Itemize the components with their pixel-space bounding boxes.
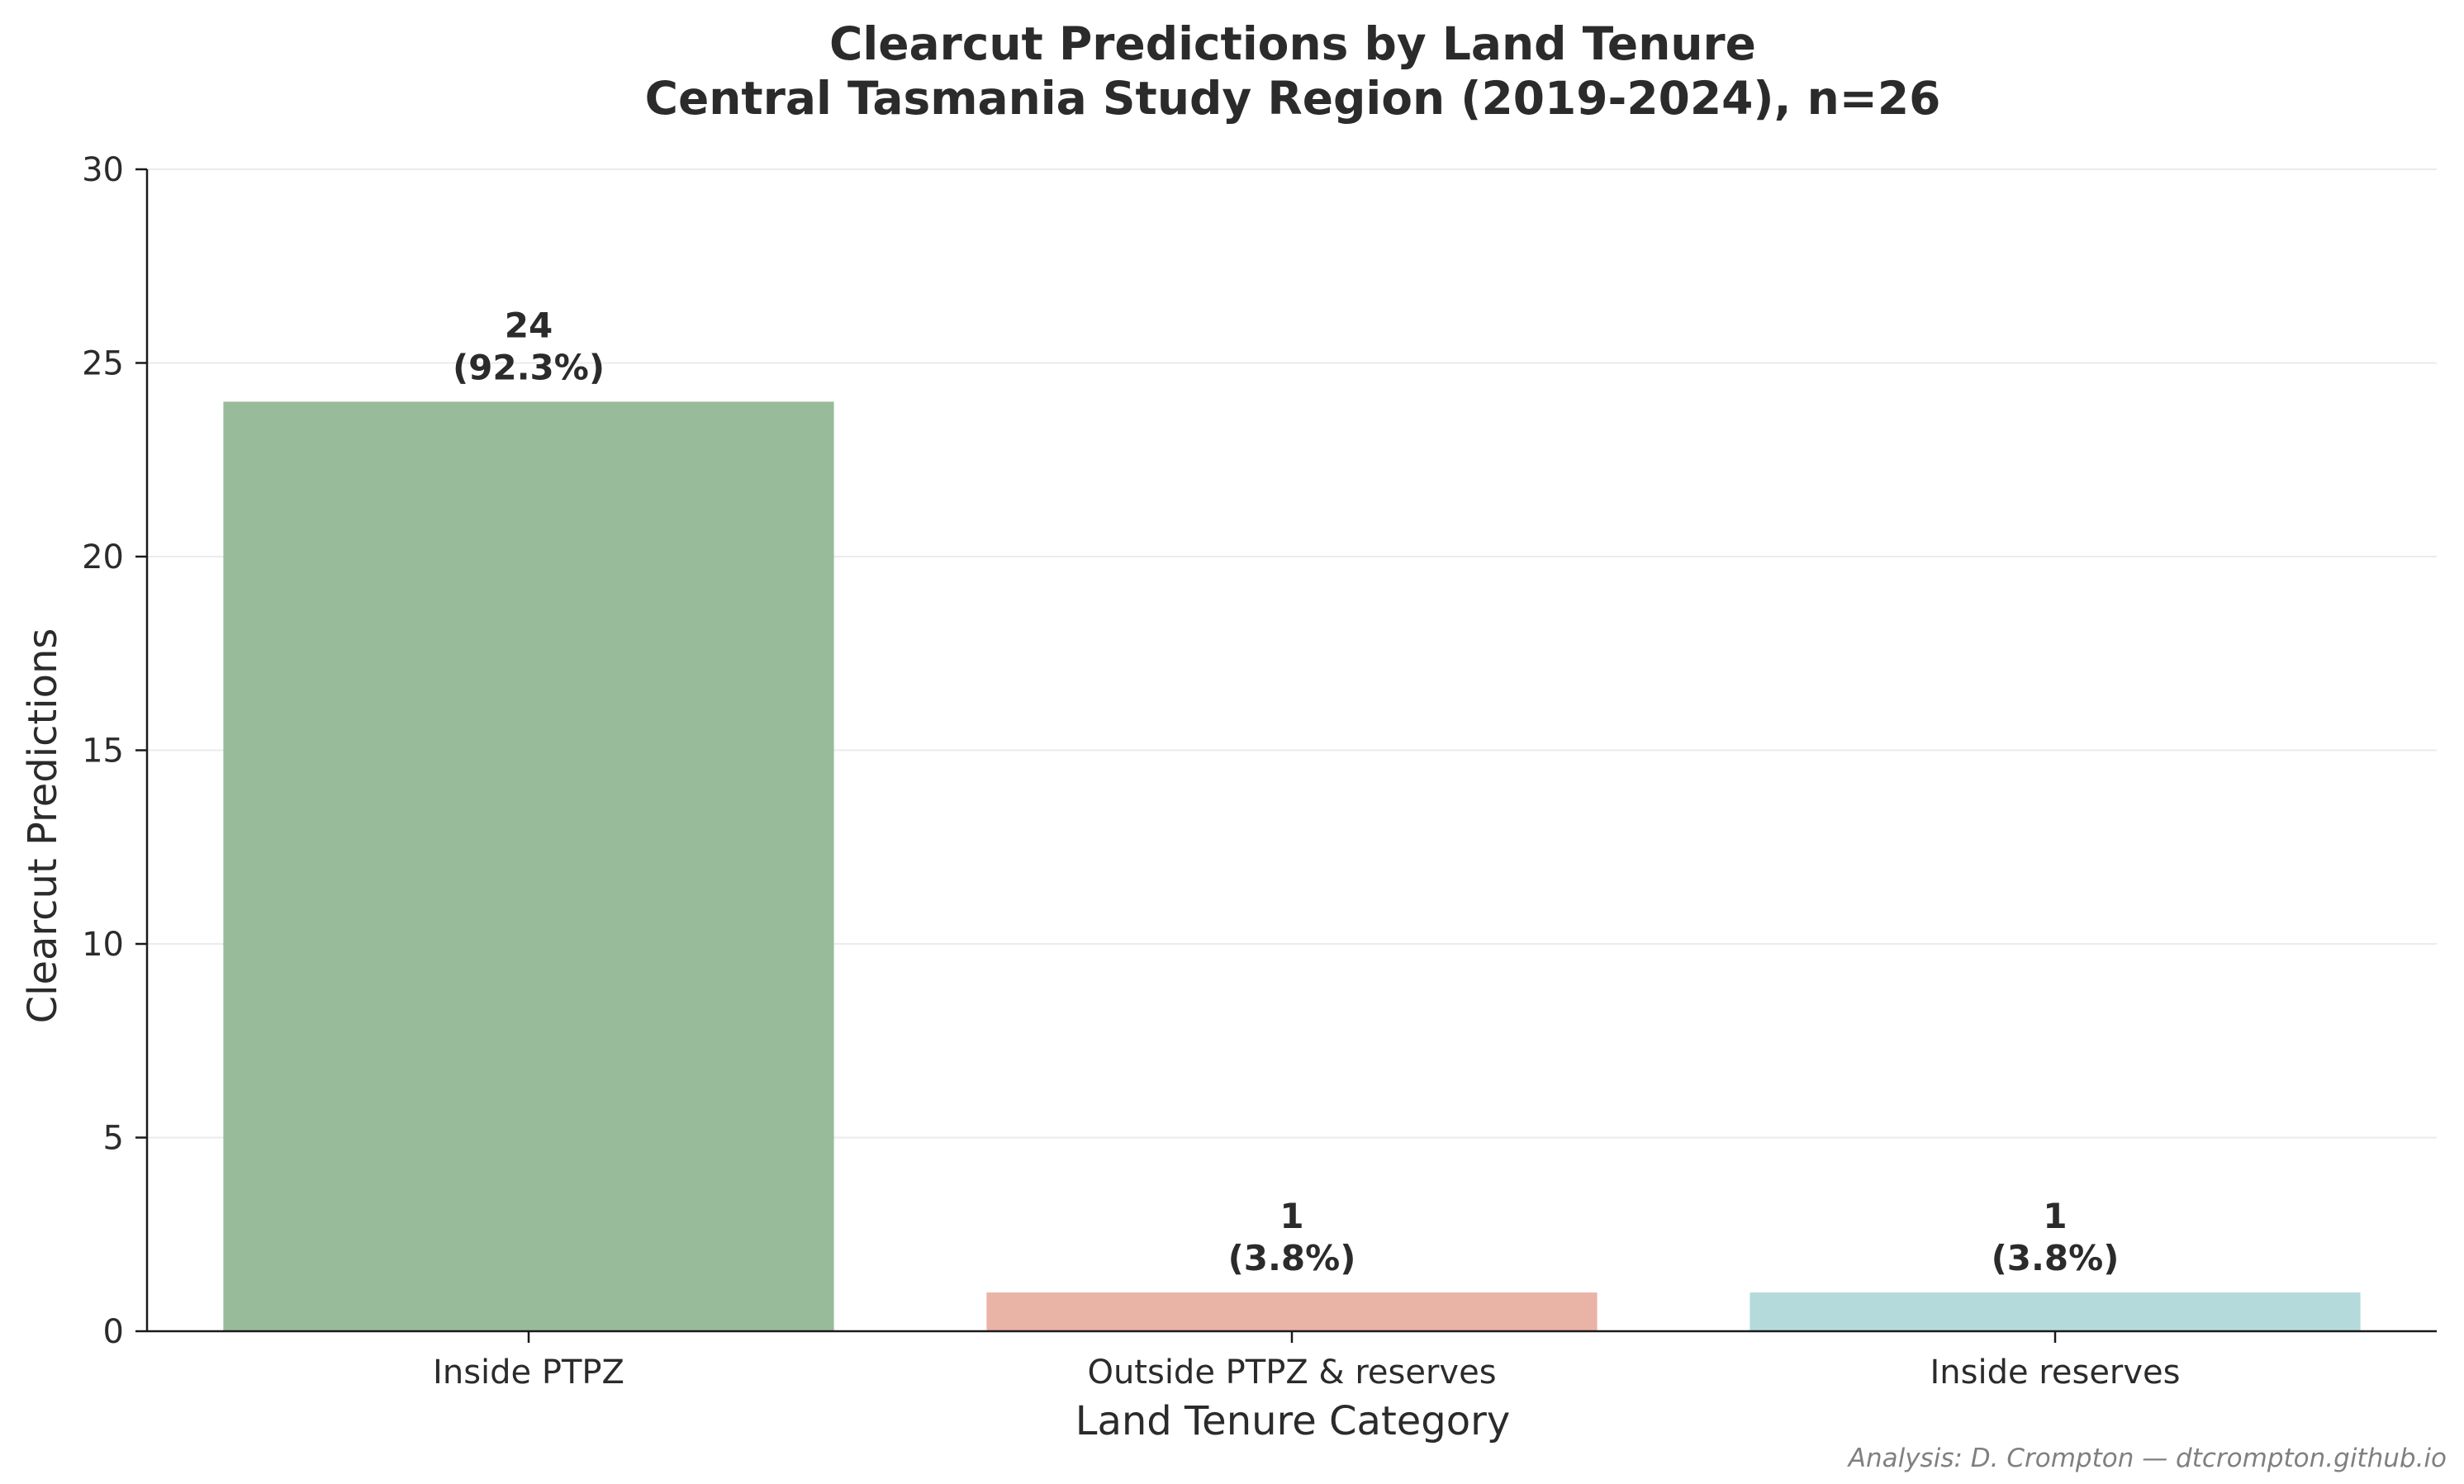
data-labels: 24(92.3%)1(3.8%)1(3.8%) — [453, 305, 2119, 1278]
y-axis-title: Clearcut Predictions — [20, 628, 66, 1024]
bar-percent-label: (92.3%) — [453, 347, 605, 387]
bar — [223, 401, 834, 1331]
chart-title: Clearcut Predictions by Land Tenure — [829, 17, 1756, 70]
y-tick-label: 10 — [82, 926, 124, 964]
y-tick-label: 20 — [82, 538, 124, 576]
x-tick-label: Inside reserves — [1930, 1354, 2180, 1392]
y-tick-label: 30 — [82, 151, 124, 189]
bar-value-label: 1 — [1279, 1196, 1303, 1236]
bar-value-label: 24 — [505, 305, 553, 345]
x-tick-label: Inside PTPZ — [433, 1354, 624, 1392]
bar-percent-label: (3.8%) — [1228, 1238, 1356, 1278]
bar-percent-label: (3.8%) — [1992, 1238, 2120, 1278]
y-tick-label: 0 — [103, 1313, 124, 1351]
x-axis-title: Land Tenure Category — [1075, 1398, 1511, 1444]
y-tick-label: 15 — [82, 733, 124, 770]
bar — [986, 1292, 1598, 1331]
y-tick-label: 5 — [103, 1120, 124, 1158]
ticks: 0 5 10 15 20 25 30 Inside PTPZ Outside PTPZ & re… — [82, 151, 2180, 1392]
bar — [1749, 1292, 2361, 1331]
x-tick-label: Outside PTPZ & reserves — [1087, 1354, 1496, 1392]
credit-note: Analysis: D. Crompton — dtcrompton.githu… — [1847, 1444, 2447, 1473]
bar-value-label: 1 — [2043, 1196, 2067, 1236]
bars — [223, 401, 2361, 1331]
y-tick-label: 25 — [82, 345, 124, 383]
chart-subtitle: Central Tasmania Study Region (2019-2024… — [645, 72, 1941, 125]
